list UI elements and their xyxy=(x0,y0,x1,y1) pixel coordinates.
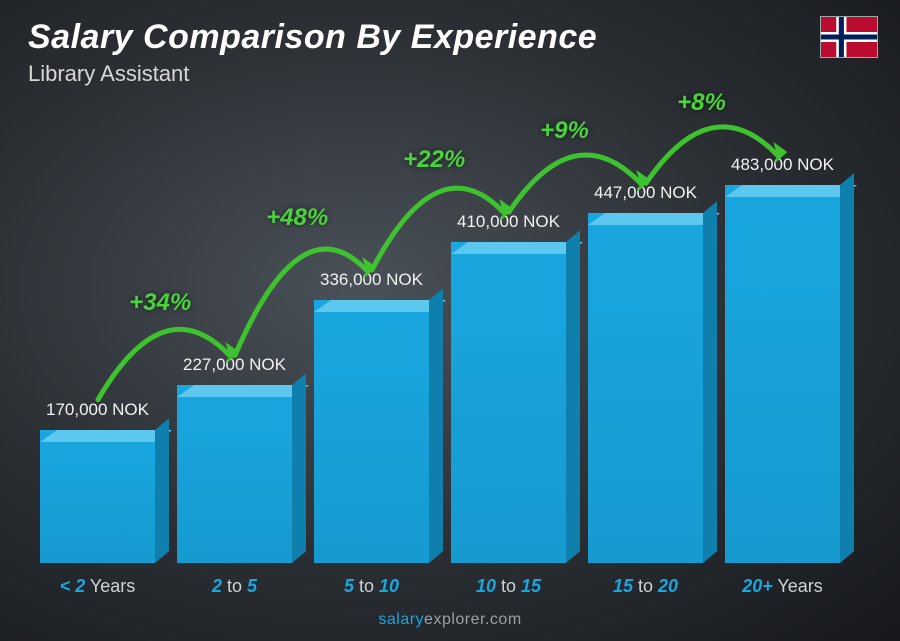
pct-change-label: +8% xyxy=(677,89,726,117)
chart-header: Salary Comparison By Experience Library … xyxy=(28,18,597,87)
pct-change-label: +22% xyxy=(403,146,465,174)
bar-chart: 170,000 NOK< 2 Years227,000 NOK2 to 5336… xyxy=(40,145,840,563)
bar-value-label: 410,000 NOK xyxy=(457,212,560,232)
bar-value-label: 336,000 NOK xyxy=(320,270,423,290)
pct-change-label: +9% xyxy=(540,117,589,145)
x-axis-label: 2 to 5 xyxy=(212,576,257,597)
x-axis-label: 20+ Years xyxy=(742,576,823,597)
bar-slot: 227,000 NOK2 to 5 xyxy=(177,355,292,563)
brand-accent: salary xyxy=(378,611,424,628)
bar-slot: 410,000 NOK10 to 15 xyxy=(451,212,566,563)
x-axis-label: 15 to 20 xyxy=(613,576,678,597)
norway-flag-icon xyxy=(820,16,878,58)
bar xyxy=(314,300,429,563)
bar xyxy=(40,430,155,563)
bar xyxy=(451,242,566,563)
brand-rest: explorer xyxy=(424,611,485,628)
pct-change-label: +34% xyxy=(129,289,191,317)
chart-title: Salary Comparison By Experience xyxy=(28,18,597,57)
bar-value-label: 227,000 NOK xyxy=(183,355,286,375)
x-axis-label: 5 to 10 xyxy=(344,576,399,597)
brand-tld: .com xyxy=(485,611,522,628)
bar-slot: 447,000 NOK15 to 20 xyxy=(588,183,703,563)
bar-value-label: 483,000 NOK xyxy=(731,155,834,175)
footer-brand: salaryexplorer.com xyxy=(0,611,900,629)
x-axis-label: < 2 Years xyxy=(60,576,136,597)
bar xyxy=(588,213,703,563)
bar-slot: 336,000 NOK5 to 10 xyxy=(314,270,429,563)
bar-value-label: 447,000 NOK xyxy=(594,183,697,203)
x-axis-label: 10 to 15 xyxy=(476,576,541,597)
bar-value-label: 170,000 NOK xyxy=(46,400,149,420)
bar-slot: 170,000 NOK< 2 Years xyxy=(40,400,155,563)
bar xyxy=(177,385,292,563)
bar-slot: 483,000 NOK20+ Years xyxy=(725,155,840,563)
pct-change-label: +48% xyxy=(266,204,328,232)
chart-subtitle: Library Assistant xyxy=(28,61,597,87)
bar xyxy=(725,185,840,563)
